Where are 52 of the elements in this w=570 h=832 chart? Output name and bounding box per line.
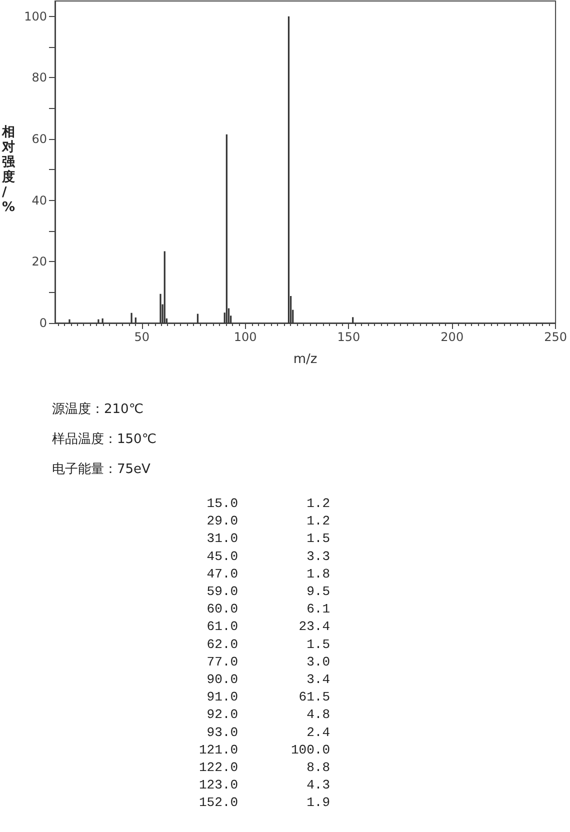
y-tick-label: 20 (32, 254, 47, 269)
text: 61.0 (206, 619, 238, 634)
x-tick-label: 250 (544, 330, 567, 344)
text: 77.0 (206, 654, 238, 670)
text: 59.0 (206, 584, 238, 599)
text: 45.0 (206, 548, 238, 564)
x-axis-title: m/z (293, 352, 318, 367)
text: 1.2 (306, 514, 330, 529)
x-tick-label: 100 (234, 330, 257, 344)
text: 3.4 (306, 672, 330, 687)
y-axis-title: 相对强度/% (1, 125, 16, 215)
text: 4.3 (306, 778, 330, 793)
text: 2.4 (306, 724, 330, 740)
text: 23.4 (298, 619, 330, 634)
text: 1.2 (306, 496, 330, 511)
text: 31.0 (206, 531, 238, 546)
y-tick-label: 60 (32, 132, 47, 146)
text: 100.0 (290, 742, 330, 758)
text: 90.0 (206, 672, 238, 687)
text: 152.0 (198, 795, 238, 810)
text: 6.1 (306, 602, 330, 617)
text: 122.0 (198, 760, 238, 775)
text: 9.5 (306, 584, 330, 599)
text: 121.0 (198, 742, 238, 758)
text: 93.0 (206, 724, 238, 740)
x-tick-label: 50 (134, 330, 150, 344)
y-tick-label: 40 (32, 193, 47, 208)
text: 样品温度：150℃ (52, 431, 156, 447)
text: 3.3 (306, 548, 330, 564)
text: 4.8 (306, 707, 330, 722)
text: 1.5 (306, 636, 330, 652)
text: 1.9 (306, 795, 330, 810)
text: 62.0 (206, 636, 238, 652)
x-tick-label: 150 (337, 330, 360, 344)
text: 29.0 (206, 514, 238, 529)
y-tick-label: 0 (39, 316, 47, 330)
text: 电子能量：75eV (52, 462, 151, 477)
x-tick-label: 200 (440, 330, 464, 344)
text: 91.0 (206, 690, 238, 705)
text: 61.5 (298, 690, 330, 705)
text: 15.0 (206, 496, 238, 511)
text: 源温度：210℃ (52, 401, 144, 417)
text: 92.0 (206, 707, 238, 722)
y-tick-label: 80 (32, 70, 47, 85)
y-tick-label: 100 (24, 9, 47, 24)
text: 8.8 (306, 760, 330, 775)
text: 123.0 (198, 778, 238, 793)
text: 3.0 (306, 654, 330, 670)
text: 1.5 (306, 531, 330, 546)
text: 60.0 (206, 602, 238, 617)
text: 47.0 (206, 566, 238, 582)
text: 1.8 (306, 566, 330, 582)
